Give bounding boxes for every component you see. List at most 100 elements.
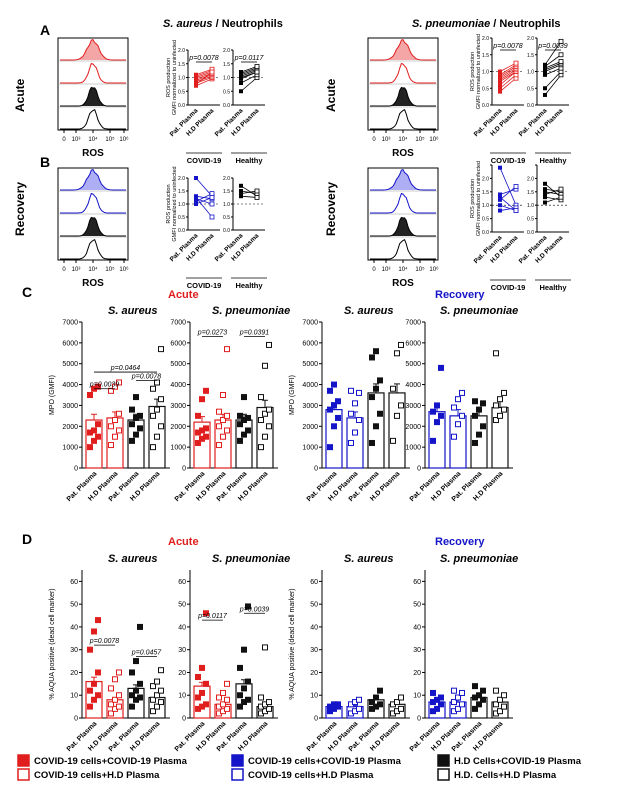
chart-marks-layer: 0 10³ 10⁴ 10⁵ 10⁶ ROS 0 10³ 10⁴ 10⁵ 10⁶ ROS 0 10³ 10⁴ 1… bbox=[17, 34, 582, 781]
bar-data-point bbox=[203, 387, 209, 394]
bar-y-tick-label: 0 bbox=[74, 716, 78, 723]
ros-point-hd bbox=[558, 186, 564, 192]
bar-data-point bbox=[116, 427, 122, 434]
ros-y-label-line1: ROS production bbox=[166, 184, 172, 223]
bar-y-tick-label: 7000 bbox=[170, 320, 186, 327]
ros-y-label-line1: ROS production bbox=[470, 52, 476, 91]
bar-data-point bbox=[237, 412, 243, 419]
ros-point-pat bbox=[194, 82, 198, 87]
ros-point-hd bbox=[209, 191, 215, 197]
flow-x-tick-label: 0 bbox=[372, 267, 376, 273]
bar-data-point bbox=[87, 687, 93, 694]
panel-letter-b: B bbox=[40, 154, 50, 170]
flow-x-tick-label: 10³ bbox=[72, 267, 81, 273]
bar-data-point bbox=[262, 644, 268, 651]
bar-data-point bbox=[158, 687, 164, 694]
bar-data-point bbox=[220, 689, 226, 696]
flow-histogram-trace bbox=[60, 239, 126, 260]
bar-data-point bbox=[220, 392, 226, 398]
bar-data-point bbox=[137, 412, 143, 419]
bar-data-point bbox=[220, 433, 226, 440]
bar-y-tick-label: 3000 bbox=[62, 403, 78, 410]
bar-data-point bbox=[237, 692, 243, 699]
bar-data-point bbox=[455, 705, 461, 712]
bar-y-tick-label: 60 bbox=[310, 579, 318, 586]
bar-data-point bbox=[501, 703, 507, 710]
bar-data-point bbox=[116, 379, 122, 386]
flow-histogram-trace bbox=[370, 216, 436, 237]
panel-letter-d: D bbox=[22, 531, 32, 547]
bar-data-point bbox=[430, 408, 436, 415]
bar-data-point bbox=[87, 444, 93, 451]
ros-paired-plot-b-sp: ROS production GMFI normalized to uninfec… bbox=[470, 161, 571, 292]
bar-y-tick-label: 0 bbox=[182, 466, 186, 473]
flow-x-axis-label: ROS bbox=[82, 278, 104, 289]
bar-data-point bbox=[451, 687, 457, 694]
bar-data-point bbox=[356, 417, 362, 424]
bar-data-point bbox=[480, 687, 486, 694]
bar-y-tick-label: 3000 bbox=[302, 403, 318, 410]
bar-y-tick-label: 2000 bbox=[302, 424, 318, 431]
ros-y-label-line1: ROS production bbox=[470, 179, 476, 218]
ros-y-tick-label: 2.0 bbox=[527, 176, 534, 182]
ros-y-tick-label: 1.5 bbox=[527, 53, 534, 59]
bar-data-point bbox=[493, 687, 499, 694]
bar-data-point bbox=[199, 664, 205, 671]
group-label: COVID-19 bbox=[491, 283, 526, 292]
pvalue-label: p=0.0078 bbox=[492, 43, 522, 50]
pvalue-label: p=0.0464 bbox=[110, 365, 140, 372]
bar-y-tick-label: 30 bbox=[413, 647, 421, 654]
ros-pair-line bbox=[499, 71, 517, 82]
pvalue-label: p=0.0457 bbox=[131, 650, 162, 657]
bar-data-point bbox=[373, 694, 379, 701]
bar-data-point bbox=[262, 410, 268, 417]
bar-data-point bbox=[451, 404, 457, 411]
bar-data-point bbox=[203, 680, 209, 687]
ros-point-pat bbox=[498, 195, 502, 200]
ros-pair-line bbox=[499, 66, 517, 77]
ros-point-hd bbox=[209, 201, 215, 207]
flow-x-tick-label: 10⁵ bbox=[415, 266, 425, 273]
ros-point-hd bbox=[558, 38, 564, 44]
bar-data-point bbox=[258, 694, 264, 701]
ros-y-label-line2: GMFI normalized to uninfected bbox=[476, 161, 482, 236]
c-subtitle-sa-recovery: S. aureus bbox=[344, 305, 394, 317]
ros-pair-line bbox=[544, 196, 562, 201]
ros-point-hd bbox=[254, 195, 260, 200]
ros-point-pat bbox=[194, 199, 198, 204]
bar-data-point bbox=[112, 676, 118, 683]
ros-pair-line bbox=[240, 71, 258, 80]
bar-data-point bbox=[224, 705, 230, 712]
ros-point-pat bbox=[239, 76, 243, 81]
ros-pair-line bbox=[544, 71, 562, 89]
ros-point-pat bbox=[239, 194, 243, 199]
ros-pair-line bbox=[195, 71, 213, 85]
ros-point-hd bbox=[254, 69, 260, 75]
ros-y-tick-label: 1.0 bbox=[223, 202, 230, 208]
bar-y-axis-label-2: MPO (GMFI) bbox=[289, 375, 296, 415]
bar-data-point bbox=[331, 381, 337, 388]
bar-y-tick-label: 30 bbox=[70, 647, 78, 654]
bar-data-point bbox=[493, 402, 499, 409]
ros-pair-line bbox=[544, 196, 562, 203]
bar-data-point bbox=[129, 406, 135, 413]
bar-data-point bbox=[369, 439, 375, 446]
flow-x-axis-label: ROS bbox=[82, 148, 104, 159]
bar-y-tick-label: 4000 bbox=[170, 382, 186, 389]
bar-y-tick-label: 0 bbox=[182, 716, 186, 723]
ros-y-label-line2: GMFI normalized to uninfected bbox=[172, 166, 178, 241]
bar-data-point bbox=[377, 377, 383, 384]
bar-data-point bbox=[203, 701, 209, 708]
bar-data-point bbox=[95, 692, 101, 699]
bar-data-point bbox=[430, 437, 436, 444]
bar-data-point bbox=[245, 427, 251, 434]
pvalue-label: p=0.0117 bbox=[234, 55, 265, 62]
ros-pair-line bbox=[544, 191, 562, 195]
bar-data-point bbox=[476, 431, 482, 438]
ros-point-pat bbox=[194, 202, 198, 206]
